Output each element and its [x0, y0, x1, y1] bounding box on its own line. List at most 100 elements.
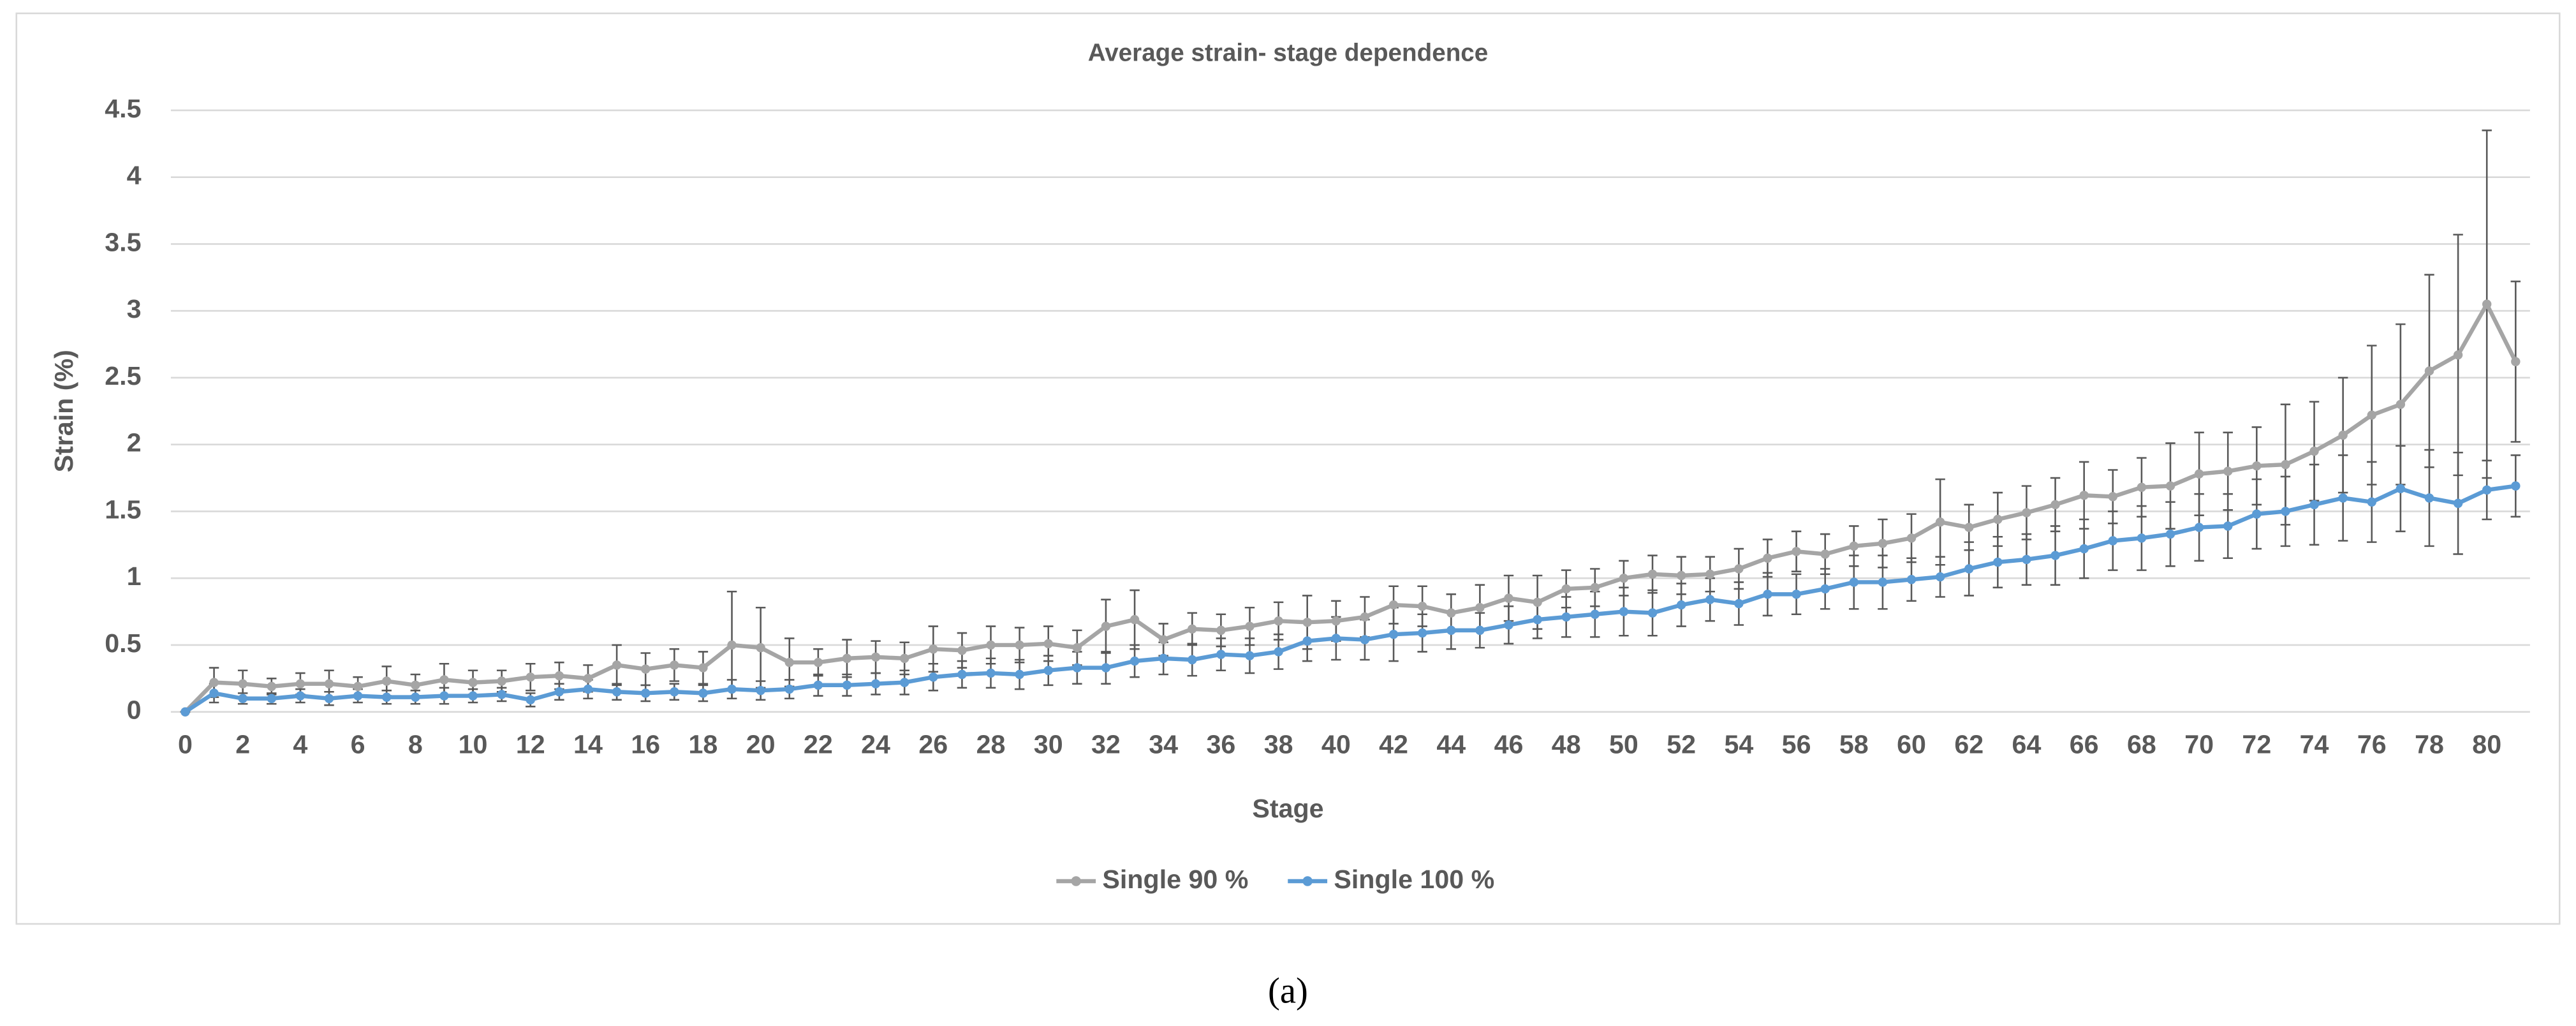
legend-label: Single 100 %	[1334, 865, 1494, 894]
point	[583, 674, 593, 683]
point	[1504, 593, 1513, 603]
point	[526, 695, 535, 705]
x-tick-label: 52	[1667, 730, 1696, 759]
x-tick-label: 76	[2357, 730, 2387, 759]
point	[2223, 521, 2233, 531]
point	[1015, 640, 1024, 650]
point	[957, 646, 967, 655]
point	[1964, 564, 1974, 574]
point	[1475, 625, 1485, 636]
x-tick-label: 46	[1494, 730, 1524, 759]
point	[727, 640, 737, 650]
point	[1245, 651, 1255, 660]
point	[899, 678, 909, 687]
point	[2482, 485, 2492, 495]
x-tick-label: 50	[1609, 730, 1638, 759]
point	[2281, 507, 2290, 516]
y-tick-label: 0	[127, 695, 142, 725]
point	[1188, 624, 1197, 634]
point	[180, 707, 190, 717]
point	[1849, 577, 1859, 587]
x-tick-label: 64	[2012, 730, 2042, 759]
point	[1878, 539, 1888, 548]
caption: (a)	[1268, 972, 1308, 1011]
point	[1820, 584, 1830, 594]
x-tick-label: 44	[1436, 730, 1466, 759]
point	[1446, 608, 1456, 618]
point	[1993, 557, 2003, 567]
point	[1101, 621, 1111, 631]
point	[1158, 635, 1168, 644]
point	[698, 663, 708, 673]
point	[209, 678, 219, 687]
point	[238, 679, 247, 688]
point	[612, 687, 622, 697]
point	[209, 688, 219, 698]
point	[2424, 493, 2434, 503]
y-tick-label: 4.5	[105, 94, 141, 123]
point	[1302, 636, 1312, 646]
point	[2309, 500, 2319, 510]
point	[756, 643, 765, 653]
point	[2137, 533, 2147, 543]
point	[295, 679, 305, 688]
point	[612, 660, 622, 670]
x-tick-label: 36	[1206, 730, 1235, 759]
point	[670, 660, 679, 670]
point	[1274, 647, 1283, 657]
y-tick-label: 1.5	[105, 494, 141, 524]
x-tick-label: 66	[2070, 730, 2099, 759]
point	[1216, 650, 1226, 659]
point	[2367, 410, 2376, 420]
point	[813, 657, 823, 667]
point	[2338, 493, 2348, 503]
point	[1820, 549, 1830, 559]
point	[2108, 536, 2117, 546]
point	[1360, 635, 1370, 644]
point	[1446, 625, 1456, 636]
x-tick-label: 22	[804, 730, 833, 759]
point	[2511, 481, 2521, 491]
x-tick-label: 72	[2242, 730, 2271, 759]
point	[439, 691, 449, 701]
point	[353, 681, 363, 692]
x-tick-label: 4	[293, 730, 307, 759]
x-tick-label: 18	[688, 730, 718, 759]
point	[2396, 399, 2406, 410]
point	[1072, 663, 1082, 673]
x-tick-label: 30	[1034, 730, 1063, 759]
point	[2252, 509, 2262, 519]
x-tick-label: 10	[459, 730, 488, 759]
point	[1475, 603, 1485, 613]
x-tick-label: 34	[1149, 730, 1178, 759]
series-line	[184, 299, 2518, 713]
point	[238, 694, 247, 703]
x-tick-label: 28	[976, 730, 1006, 759]
point	[554, 671, 564, 681]
point	[1647, 608, 1658, 618]
legend-label: Single 90 %	[1102, 865, 1248, 894]
point	[640, 688, 651, 698]
point	[2079, 544, 2089, 554]
point	[2252, 461, 2262, 471]
point	[2482, 299, 2492, 309]
chart-title: Average strain- stage dependence	[1088, 40, 1489, 67]
point	[1101, 663, 1111, 673]
y-tick-label: 3.5	[105, 227, 141, 256]
point	[1734, 598, 1744, 609]
point	[353, 691, 363, 701]
x-tick-label: 70	[2184, 730, 2214, 759]
point	[2309, 446, 2319, 456]
point	[1676, 600, 1686, 610]
point	[986, 640, 996, 650]
point	[583, 684, 593, 694]
point	[1388, 600, 1399, 610]
point	[2396, 484, 2406, 494]
point	[929, 644, 938, 654]
y-axis-label: Strain (%)	[49, 350, 78, 472]
x-tick-label: 20	[746, 730, 776, 759]
x-tick-label: 60	[1897, 730, 1926, 759]
y-tick-label: 2.5	[105, 361, 141, 390]
